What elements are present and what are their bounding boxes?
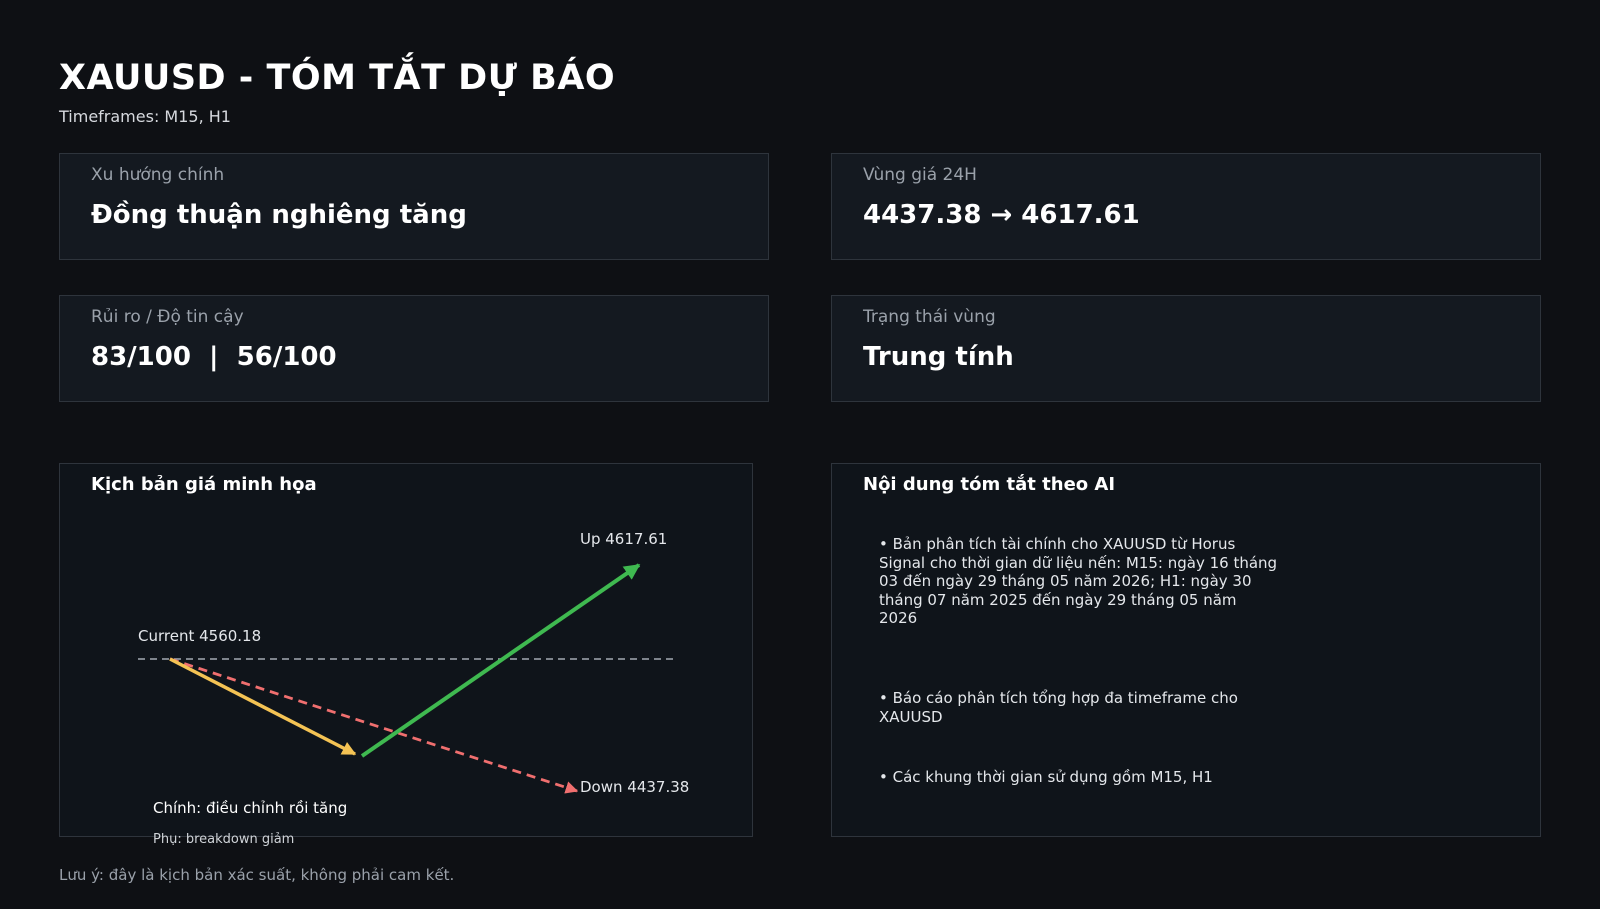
summary-panel: Nội dung tóm tắt theo AI • Bản phân tích… [831, 463, 1541, 837]
card-label: Xu hướng chính [91, 165, 225, 185]
breakdown-path [169, 657, 579, 794]
card-label: Rủi ro / Độ tin cậy [91, 307, 244, 327]
card-risk-confidence: Rủi ro / Độ tin cậy 83/100 | 56/100 [59, 295, 769, 402]
scenario-title: Kịch bản giá minh họa [91, 474, 317, 495]
card-main-trend: Xu hướng chính Đồng thuận nghiêng tăng [59, 153, 769, 260]
page-title: XAUUSD - TÓM TẮT DỰ BÁO [59, 58, 616, 98]
summary-bullet: • Bản phân tích tài chính cho XAUUSD từ … [879, 535, 1278, 627]
card-zone-status: Trạng thái vùng Trung tính [831, 295, 1541, 402]
footer-disclaimer: Lưu ý: đây là kịch bản xác suất, không p… [59, 866, 455, 884]
summary-title: Nội dung tóm tắt theo AI [863, 474, 1116, 495]
down-target-label: Down 4437.38 [580, 778, 689, 796]
current-label: Current 4560.18 [138, 627, 261, 645]
card-value: 83/100 | 56/100 [91, 342, 337, 372]
legend-sub-scenario: Phụ: breakdown giảm [153, 832, 295, 847]
card-price-range-24h: Vùng giá 24H 4437.38 → 4617.61 [831, 153, 1541, 260]
main-rally-path [360, 563, 641, 758]
card-value: Trung tính [863, 342, 1014, 372]
legend-main-scenario: Chính: điều chỉnh rồi tăng [153, 799, 348, 817]
card-value: Đồng thuận nghiêng tăng [91, 200, 467, 230]
card-label: Trạng thái vùng [863, 307, 996, 327]
scenario-panel: Kịch bản giá minh họa Current 4560.18 Up… [59, 463, 753, 837]
summary-bullet: • Các khung thời gian sử dụng gồm M15, H… [879, 768, 1213, 786]
page-subtitle: Timeframes: M15, H1 [59, 107, 231, 126]
card-value: 4437.38 → 4617.61 [863, 200, 1140, 230]
main-correction-path [169, 657, 357, 756]
scenario-chart: Current 4560.18 Up 4617.61 Down 4437.38 [138, 530, 689, 796]
up-target-label: Up 4617.61 [580, 530, 667, 548]
card-label: Vùng giá 24H [863, 165, 977, 185]
summary-bullet: • Báo cáo phân tích tổng hợp đa timefram… [879, 689, 1238, 726]
